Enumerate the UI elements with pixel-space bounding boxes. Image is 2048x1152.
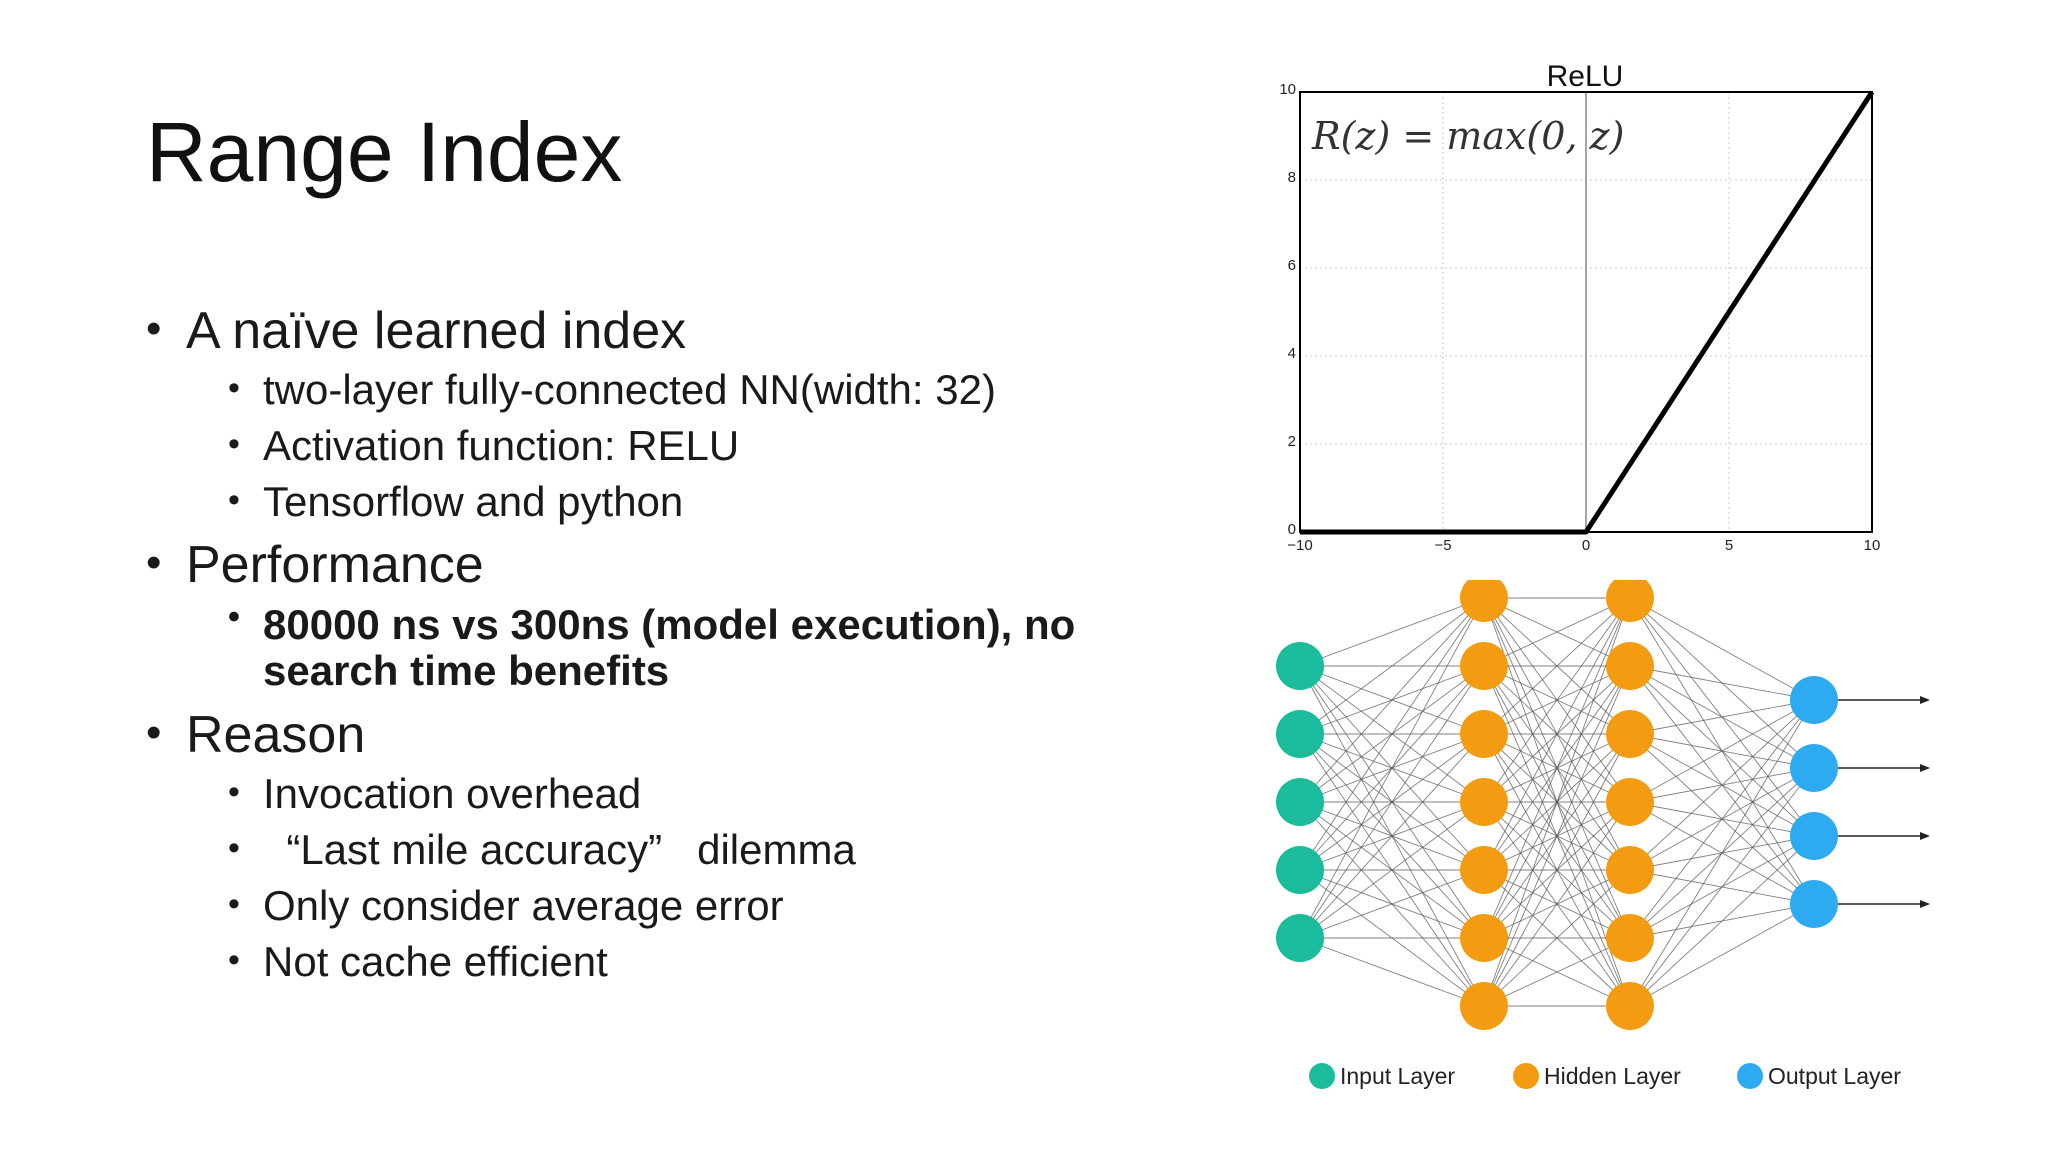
output-node [1790,812,1838,860]
sub-bullet: Only consider average error [186,876,1186,934]
network-edge [1299,597,1485,871]
hidden-node [1460,642,1508,690]
bullet-naive-index: A naïve learned index two-layer fully-co… [146,298,1186,530]
x-tick-label: 0 [1582,537,1590,554]
hidden-node [1460,914,1508,962]
relu-chart-svg: ReLU −10 −5 0 5 10 0 2 4 6 8 10 R(z) = max(0, z) [1279,60,1881,554]
network-edge [1483,801,1631,1007]
x-tick-label: 5 [1725,537,1733,554]
bullet-text: Reason [186,706,366,764]
hidden-node [1606,642,1654,690]
y-tick-label: 0 [1288,521,1296,538]
bullet-text: A naïve learned index [186,302,687,360]
network-edge [1299,665,1485,939]
network-edge [1483,597,1631,1007]
arrow-head-icon [1920,900,1930,908]
chart-title: ReLU [1547,60,1624,93]
hidden-node [1460,846,1508,894]
network-edge [1483,597,1631,871]
x-tick-label: 10 [1864,537,1881,554]
hidden-node [1606,982,1654,1030]
bullet-reason: Reason Invocation overhead “Last mile ac… [146,702,1186,990]
x-tick-label: −10 [1287,537,1312,554]
network-edge [1299,597,1485,939]
input-node [1276,710,1324,758]
neural-network-svg: Input Layer Hidden Layer Output Layer [1276,574,1930,1089]
neural-network-diagram: Input Layer Hidden Layer Output Layer [1256,574,1956,1100]
hidden-node [1606,914,1654,962]
arrow-head-icon [1920,696,1930,704]
network-edge [1629,699,1815,803]
network-edge [1299,597,1485,735]
relu-chart: ReLU −10 −5 0 5 10 0 2 4 6 8 10 R(z) = max(0, z) [1256,56,1906,576]
network-edge [1629,699,1815,871]
legend-swatch [1513,1063,1539,1089]
network-edge [1483,597,1631,803]
sub-bullet: Invocation overhead [186,764,1186,822]
hidden-node [1606,710,1654,758]
network-edge [1629,699,1815,939]
network-edge [1483,937,1631,1007]
input-node [1276,914,1324,962]
network-edge [1629,835,1815,1007]
network-edge [1483,597,1631,667]
input-node [1276,642,1324,690]
y-tick-label: 4 [1288,345,1296,362]
y-tick-label: 6 [1288,257,1296,274]
network-edge [1299,937,1485,1007]
hidden-node [1460,778,1508,826]
sub-bullet: two-layer fully-connected NN(width: 32) [186,360,1186,418]
network-edge [1483,597,1631,939]
network-edge [1629,699,1815,1007]
arrow-head-icon [1920,832,1930,840]
input-node [1276,846,1324,894]
sub-bullet: Not cache efficient [186,932,1186,990]
network-edge [1629,665,1815,701]
bullet-text: Performance [186,536,484,594]
network-edge [1299,733,1485,939]
y-tick-label: 2 [1288,433,1296,450]
hidden-node [1606,574,1654,622]
network-edge [1629,903,1815,1007]
output-node [1790,744,1838,792]
hidden-node [1460,710,1508,758]
network-edge [1299,801,1485,939]
input-node [1276,778,1324,826]
legend-swatch [1309,1063,1335,1089]
hidden-node [1460,574,1508,622]
sub-bullet: “Last mile accuracy” dilemma [186,820,1186,878]
legend-label: Hidden Layer [1544,1063,1681,1089]
sub-bullet-bold: 80000 ns vs 300ns (model execution), no … [186,594,1163,700]
network-edge [1483,869,1631,1007]
x-tick-label: −5 [1434,537,1451,554]
network-edge [1629,767,1815,1007]
hidden-node [1460,982,1508,1030]
network-edge [1629,597,1815,701]
legend-label: Input Layer [1340,1063,1455,1089]
hidden-node [1606,846,1654,894]
chart-annotation: R(z) = max(0, z) [1311,114,1624,158]
legend-swatch [1737,1063,1763,1089]
network-edge [1483,597,1631,735]
legend-label: Output Layer [1768,1063,1901,1089]
output-node [1790,676,1838,724]
network-edge [1299,597,1485,803]
hidden-node [1606,778,1654,826]
relu-line [1300,90,1875,535]
network-edge [1629,699,1815,735]
network-edge [1299,869,1485,939]
network-edge [1483,665,1631,1007]
bullet-list: A naïve learned index two-layer fully-co… [146,298,1186,990]
slide-title: Range Index [146,105,623,199]
y-tick-label: 8 [1288,169,1296,186]
bullet-performance: Performance 80000 ns vs 300ns (model exe… [146,532,1186,700]
arrow-head-icon [1920,764,1930,772]
output-node [1790,880,1838,928]
sub-bullet: Tensorflow and python [186,472,1186,530]
y-tick-label: 10 [1279,81,1296,98]
network-edge [1483,733,1631,1007]
sub-bullet: Activation function: RELU [186,416,1186,474]
network-edge [1299,597,1485,667]
